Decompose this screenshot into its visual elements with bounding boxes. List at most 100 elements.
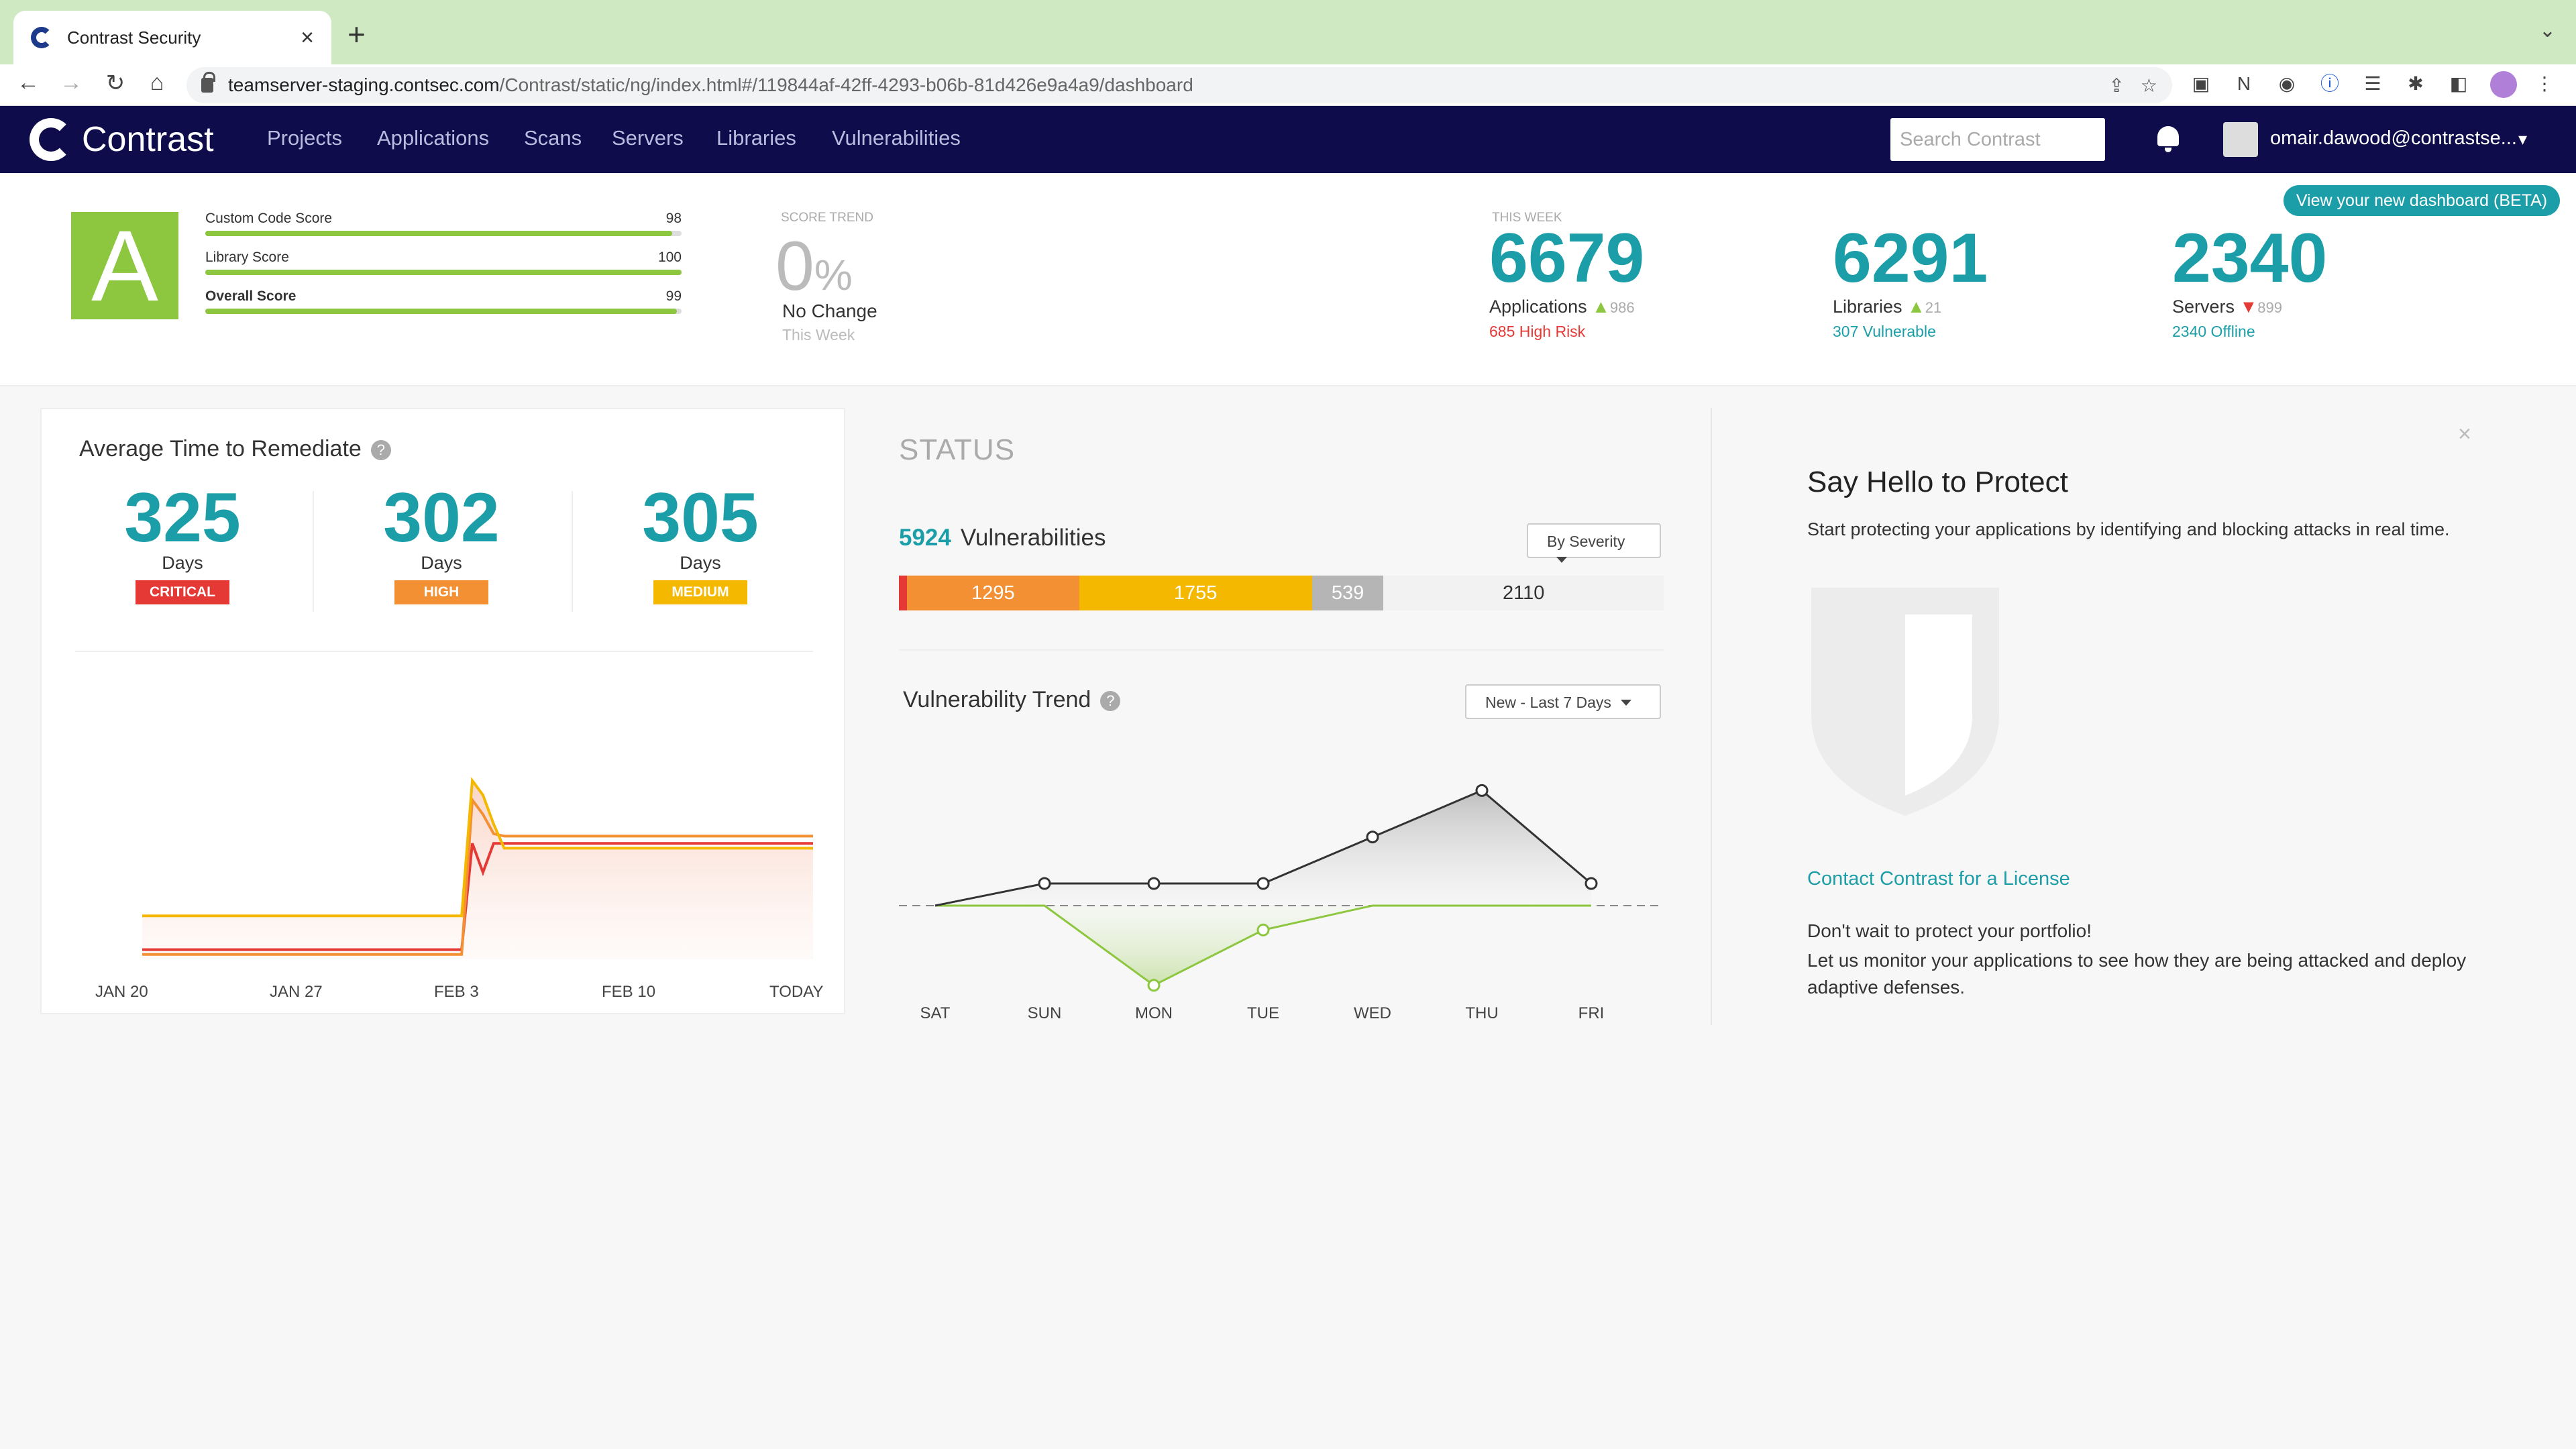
x-tick-label: TODAY (769, 983, 823, 1000)
tab-search-chevron-icon[interactable]: ⌄ (2538, 19, 2556, 42)
extension-camera-icon[interactable]: ◉ (2278, 73, 2296, 94)
score-label: Library Score (205, 250, 289, 265)
forward-icon[interactable]: → (60, 70, 83, 95)
severity-badge-critical: CRITICAL (136, 580, 229, 604)
score-track (205, 270, 682, 275)
trend-point[interactable] (1038, 877, 1051, 890)
trend-unit: % (814, 251, 853, 299)
remediate-days-value: 325 (124, 479, 241, 557)
protect-paragraph-2: Let us monitor your applications to see … (1807, 950, 2467, 998)
nav-scans[interactable]: Scans (524, 126, 582, 150)
user-menu[interactable]: omair.dawood@contrastse... (2270, 127, 2517, 149)
extension-notion-icon[interactable]: N (2237, 73, 2251, 94)
browser-tab[interactable]: Contrast Security × (13, 11, 331, 64)
kpi-delta: 986 (1609, 299, 1635, 316)
kpi-applications[interactable]: 6679 Applications ▲986 685 High Risk (1489, 221, 1644, 341)
trend-point[interactable] (1585, 877, 1598, 890)
nav-libraries[interactable]: Libraries (716, 126, 796, 150)
close-icon[interactable]: × (2458, 421, 2471, 447)
tab-title: Contrast Security (67, 27, 201, 48)
severity-badge-high: HIGH (394, 580, 488, 604)
notifications-bell-icon[interactable] (2155, 125, 2182, 152)
user-avatar[interactable] (2223, 122, 2258, 157)
kpi-label-line: Libraries ▲21 (1833, 297, 1988, 317)
x-tick-label: MON (1135, 1004, 1173, 1022)
score-trend-period: This Week (782, 326, 855, 343)
extension-reader-icon[interactable]: ☰ (2364, 73, 2381, 94)
score-value: 98 (665, 211, 682, 226)
severity-segment[interactable]: 1295 (907, 576, 1079, 610)
remediate-days-unit: Days (162, 553, 203, 573)
reload-icon[interactable]: ↻ (105, 70, 125, 96)
nav-vulnerabilities[interactable]: Vulnerabilities (832, 126, 961, 150)
nav-projects[interactable]: Projects (267, 126, 342, 150)
browser-menu-icon[interactable]: ⋮ (2535, 73, 2554, 94)
bookmark-star-icon[interactable]: ☆ (2140, 74, 2157, 96)
home-icon[interactable]: ⌂ (150, 70, 164, 95)
contact-license-link[interactable]: Contact Contrast for a License (1807, 868, 2070, 890)
side-panel-icon[interactable]: ◧ (2449, 73, 2468, 94)
trend-point[interactable] (1147, 877, 1161, 890)
kpi-sub[interactable]: 307 Vulnerable (1833, 323, 1936, 340)
help-icon[interactable]: ? (370, 440, 391, 460)
x-tick-label: FEB 3 (434, 983, 479, 1000)
kpi-delta: 21 (1925, 299, 1942, 316)
share-icon[interactable]: ⇪ (2108, 74, 2125, 96)
kpi-sub[interactable]: 685 High Risk (1489, 323, 1586, 340)
contrast-logo[interactable]: Contrast (30, 118, 214, 161)
kpi-label-line: Applications ▲986 (1489, 297, 1644, 317)
new-dashboard-beta-button[interactable]: View your new dashboard (BETA) (2284, 185, 2560, 216)
remediate-series-line (142, 777, 813, 918)
trend-point[interactable] (1256, 923, 1270, 936)
help-icon[interactable]: ? (1100, 691, 1121, 711)
remediate-days-unit: Days (421, 553, 462, 573)
column-divider (313, 491, 314, 612)
profile-avatar-icon[interactable] (2490, 71, 2517, 98)
new-tab-icon[interactable]: + (347, 17, 366, 52)
kpi-servers[interactable]: 2340 Servers ▼899 2340 Offline (2172, 221, 2327, 341)
severity-badge-medium: MEDIUM (653, 580, 747, 604)
trend-number: 0 (775, 227, 814, 305)
kpi-label: Applications (1489, 297, 1587, 317)
vulnerability-trend-title: Vulnerability Trend? (903, 687, 1121, 713)
extension-office-icon[interactable]: ▣ (2192, 73, 2210, 94)
kpi-delta: 899 (2257, 299, 2282, 316)
trend-range-dropdown[interactable]: New - Last 7 Days (1465, 684, 1661, 719)
trend-point[interactable] (1475, 784, 1489, 797)
protect-paragraph-1: Don't wait to protect your portfolio! (1807, 920, 2092, 941)
nav-servers[interactable]: Servers (612, 126, 684, 150)
kpi-libraries[interactable]: 6291 Libraries ▲21 307 Vulnerable (1833, 221, 1988, 341)
back-icon[interactable]: ← (17, 70, 40, 95)
search-input[interactable]: Search Contrast (1890, 118, 2105, 161)
overall-score: Overall Score 99 (205, 288, 682, 329)
extension-password-icon[interactable]: ⓘ (2320, 73, 2339, 94)
severity-dropdown-value: By Severity (1547, 533, 1625, 550)
trend-range-value: New - Last 7 Days (1485, 694, 1611, 711)
extensions-puzzle-icon[interactable]: ✱ (2408, 73, 2424, 94)
url-host: teamserver-staging.contsec.com (228, 74, 500, 95)
user-menu-caret-icon[interactable]: ▾ (2518, 129, 2528, 149)
score-label: Custom Code Score (205, 211, 333, 226)
trend-point[interactable] (1366, 830, 1379, 844)
severity-segment[interactable] (899, 576, 908, 610)
close-tab-icon[interactable]: × (301, 24, 314, 50)
x-tick-label: TUE (1247, 1004, 1279, 1022)
nav-applications[interactable]: Applications (377, 126, 490, 150)
kpi-sub[interactable]: 2340 Offline (2172, 323, 2255, 340)
remediate-chart: JAN 20 JAN 27 FEB 3 FEB 10 TODAY (95, 777, 823, 1000)
address-bar[interactable]: teamserver-staging.contsec.com/Contrast/… (186, 67, 2172, 103)
vulnerability-count[interactable]: 5924 Vulnerabilities (899, 525, 1106, 551)
trend-point[interactable] (1147, 979, 1161, 992)
remediate-area (142, 780, 813, 959)
severity-segment[interactable]: 539 (1311, 576, 1384, 610)
severity-segment[interactable]: 2110 (1383, 576, 1664, 610)
vulnerability-trend-chart: SAT SUN MON TUE WED THU FRI (899, 784, 1664, 1022)
lock-icon (201, 72, 215, 93)
remediate-medium: 305 Days MEDIUM (600, 483, 801, 604)
severity-dropdown[interactable]: By Severity (1527, 523, 1661, 563)
trend-point[interactable] (1256, 877, 1270, 890)
severity-segment[interactable]: 1755 (1079, 576, 1312, 610)
score-value: 100 (657, 250, 682, 265)
app-navbar: Contrast Projects Applications Scans Ser… (0, 106, 2576, 173)
trend-up-icon: ▲ (1907, 297, 1925, 317)
